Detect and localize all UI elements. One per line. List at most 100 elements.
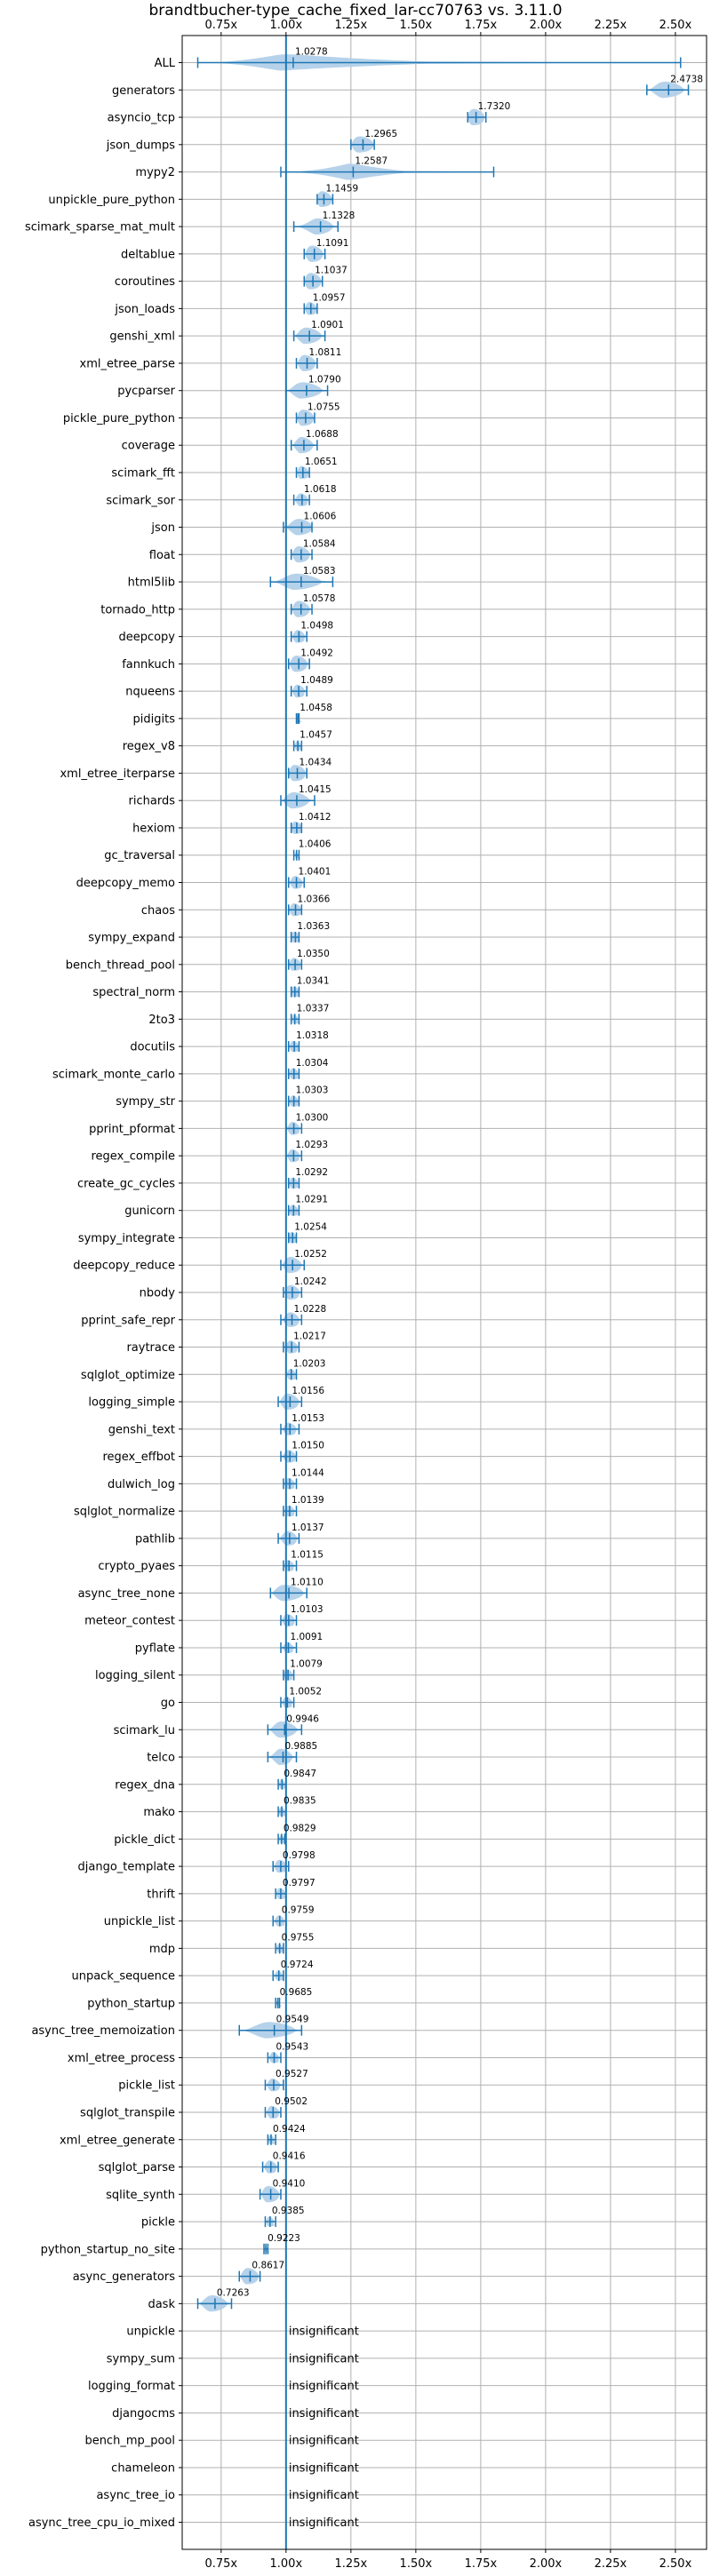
x-tick-label-bottom: 2.25x [595,2557,627,2571]
y-tick-label: pyflate [135,1642,175,1655]
x-tick-label-bottom: 2.00x [530,2557,563,2571]
value-label: 1.2965 [364,129,397,139]
y-tick-label: json_dumps [106,139,175,152]
value-label: 0.8617 [252,2261,284,2271]
value-label: 1.0498 [300,621,333,632]
value-label: 1.0103 [291,1604,324,1615]
value-label: 1.0079 [290,1659,323,1670]
violin-layer [196,36,690,2549]
axis-layer: 0.75x 0.75x 1.00x 1.00x 1.25x 1.25x 1.50x 1.50x… [25,19,692,2571]
value-label: 0.9416 [273,2151,306,2162]
y-tick-label: pickle_list [118,2079,175,2093]
value-label: 0.9549 [276,2015,309,2025]
value-label: 0.9527 [276,2069,308,2079]
y-tick-label: chameleon [111,2461,175,2475]
y-tick-label: sqlite_synth [106,2189,175,2202]
x-tick-label-top: 0.75x [204,19,237,32]
y-tick-label: regex_effbot [102,1451,175,1464]
y-tick-label: go [161,1697,175,1710]
y-tick-label: mypy2 [135,166,175,179]
y-tick-label: deepcopy [118,631,175,644]
x-tick-label-top: 2.25x [595,19,627,32]
y-tick-label: pathlib [135,1532,175,1546]
value-label: 1.0755 [308,402,340,412]
value-label: 1.0318 [296,1030,329,1041]
y-tick-label: genshi_xml [109,330,175,344]
value-label: 0.9797 [283,1878,316,1888]
value-label: 1.0366 [298,894,331,904]
x-tick-label-bottom: 1.50x [400,2557,433,2571]
value-label: 1.0578 [303,593,336,604]
x-tick-label-top: 1.00x [270,19,303,32]
y-tick-label: docutils [130,1041,175,1054]
y-tick-label: dulwich_log [108,1478,175,1491]
value-label: 0.9410 [273,2178,306,2189]
value-label: 1.0350 [297,949,330,959]
y-tick-label: python_startup_no_site [41,2243,175,2256]
insignificant-label: insignificant [289,2516,359,2530]
y-tick-label: deepcopy_memo [76,877,175,890]
y-tick-label: gc_traversal [104,849,175,863]
value-label: 1.0401 [299,867,332,878]
y-tick-label: richards [129,795,176,808]
value-label: 1.0415 [299,784,332,795]
value-label: 0.9543 [276,2041,308,2052]
value-label: 1.0651 [305,457,338,467]
y-tick-label: deepcopy_reduce [73,1260,175,1273]
value-label: 0.9424 [273,2124,306,2135]
value-label: 1.7320 [478,101,511,112]
y-tick-label: logging_simple [88,1396,175,1410]
y-tick-label: djangocms [112,2407,175,2421]
y-tick-label: sympy_expand [88,932,175,945]
y-tick-label: json_loads [114,303,175,316]
value-label: 0.9847 [284,1769,316,1779]
value-label: 1.2587 [355,156,387,167]
y-tick-label: xml_etree_generate [60,2134,175,2147]
x-tick-label-top: 1.75x [465,19,498,32]
value-label: 1.0583 [303,566,336,576]
y-tick-label: bench_thread_pool [66,958,175,972]
value-label: 0.9759 [282,1905,315,1916]
y-tick-label: crypto_pyaes [98,1560,175,1573]
x-tick-label-bottom: 1.00x [270,2557,303,2571]
value-label: 1.0254 [294,1221,327,1232]
value-label: 0.9223 [268,2233,300,2244]
y-tick-label: ALL [155,57,176,70]
value-label: 1.1459 [325,183,358,194]
value-label: 1.0434 [300,757,332,767]
y-tick-label: gunicorn [124,1205,175,1218]
y-tick-label: async_generators [73,2270,176,2284]
y-tick-label: bench_mp_pool [84,2435,175,2448]
y-tick-label: regex_dna [115,1778,175,1792]
value-label: 1.1037 [315,266,348,276]
y-tick-label: json [150,521,175,535]
y-tick-label: genshi_text [108,1423,175,1436]
y-tick-label: regex_compile [91,1150,175,1164]
value-label: 1.0303 [296,1085,329,1096]
value-label: 1.0110 [291,1577,324,1587]
y-tick-label: spectral_norm [92,986,175,999]
y-tick-label: nqueens [125,686,175,699]
y-tick-label: async_tree_memoization [31,2024,175,2038]
value-label: 1.0811 [309,347,342,358]
value-label: 0.9835 [284,1796,316,1807]
y-tick-label: deltablue [121,248,175,261]
value-label: 1.0091 [290,1632,323,1642]
chart-title: brandtbucher-type_cache_fixed_lar-cc7076… [148,2,562,20]
value-label: 1.0406 [299,839,332,850]
y-tick-label: unpickle [126,2326,175,2339]
y-tick-label: chaos [141,904,175,918]
x-tick-label-bottom: 1.75x [465,2557,498,2571]
y-tick-label: async_tree_cpu_io_mixed [28,2516,175,2530]
y-tick-label: unpickle_list [104,1915,175,1928]
value-label: 1.0156 [292,1386,324,1396]
y-tick-label: asyncio_tcp [108,112,175,125]
y-tick-label: scimark_monte_carlo [52,1068,175,1081]
value-label-layer: 1.0278 2.4738 1.7320 1.2965 1.2587 1.1459 1.13… [217,47,703,2531]
y-tick-label: pickle_dict [114,1833,175,1847]
value-label: 1.0688 [306,429,339,440]
value-label: 0.9724 [281,1960,314,1970]
value-label: 1.0217 [293,1332,326,1342]
y-tick-label: pickle [141,2216,175,2230]
x-tick-label-bottom: 2.50x [659,2557,692,2571]
